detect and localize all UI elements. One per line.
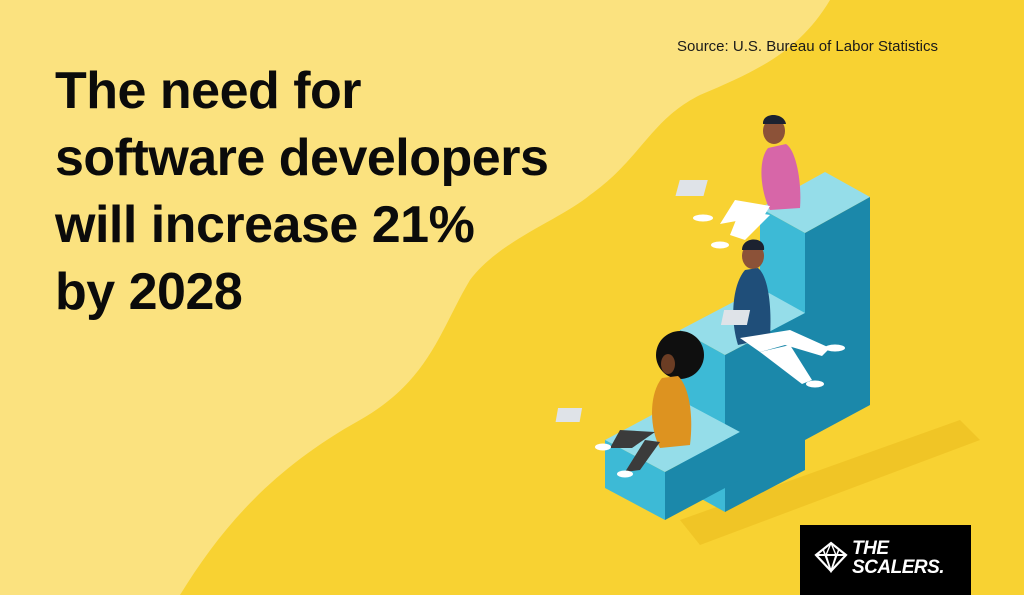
logo-wordmark: THE SCALERS. xyxy=(852,538,945,578)
headline-line: software developers xyxy=(55,129,549,187)
background-wave xyxy=(180,0,1024,595)
source-text: Source: U.S. Bureau of Labor Statistics xyxy=(677,38,938,55)
headline-line: will increase 21% xyxy=(55,196,475,254)
person-with-laptop-icon xyxy=(675,115,801,249)
diamond-logo-icon xyxy=(814,541,848,573)
scalers-logo: THE SCALERS. xyxy=(800,525,971,595)
stairs-shadow xyxy=(680,420,980,545)
headline-line: by 2028 xyxy=(55,263,243,321)
headline: The need for software developers will in… xyxy=(55,58,549,326)
logo-line-1: THE xyxy=(852,538,889,559)
person-with-laptop-icon xyxy=(720,239,845,388)
headline-line: The need for xyxy=(55,62,362,120)
person-with-laptop-icon xyxy=(555,331,704,478)
logo-line-2: SCALERS. xyxy=(852,557,945,578)
